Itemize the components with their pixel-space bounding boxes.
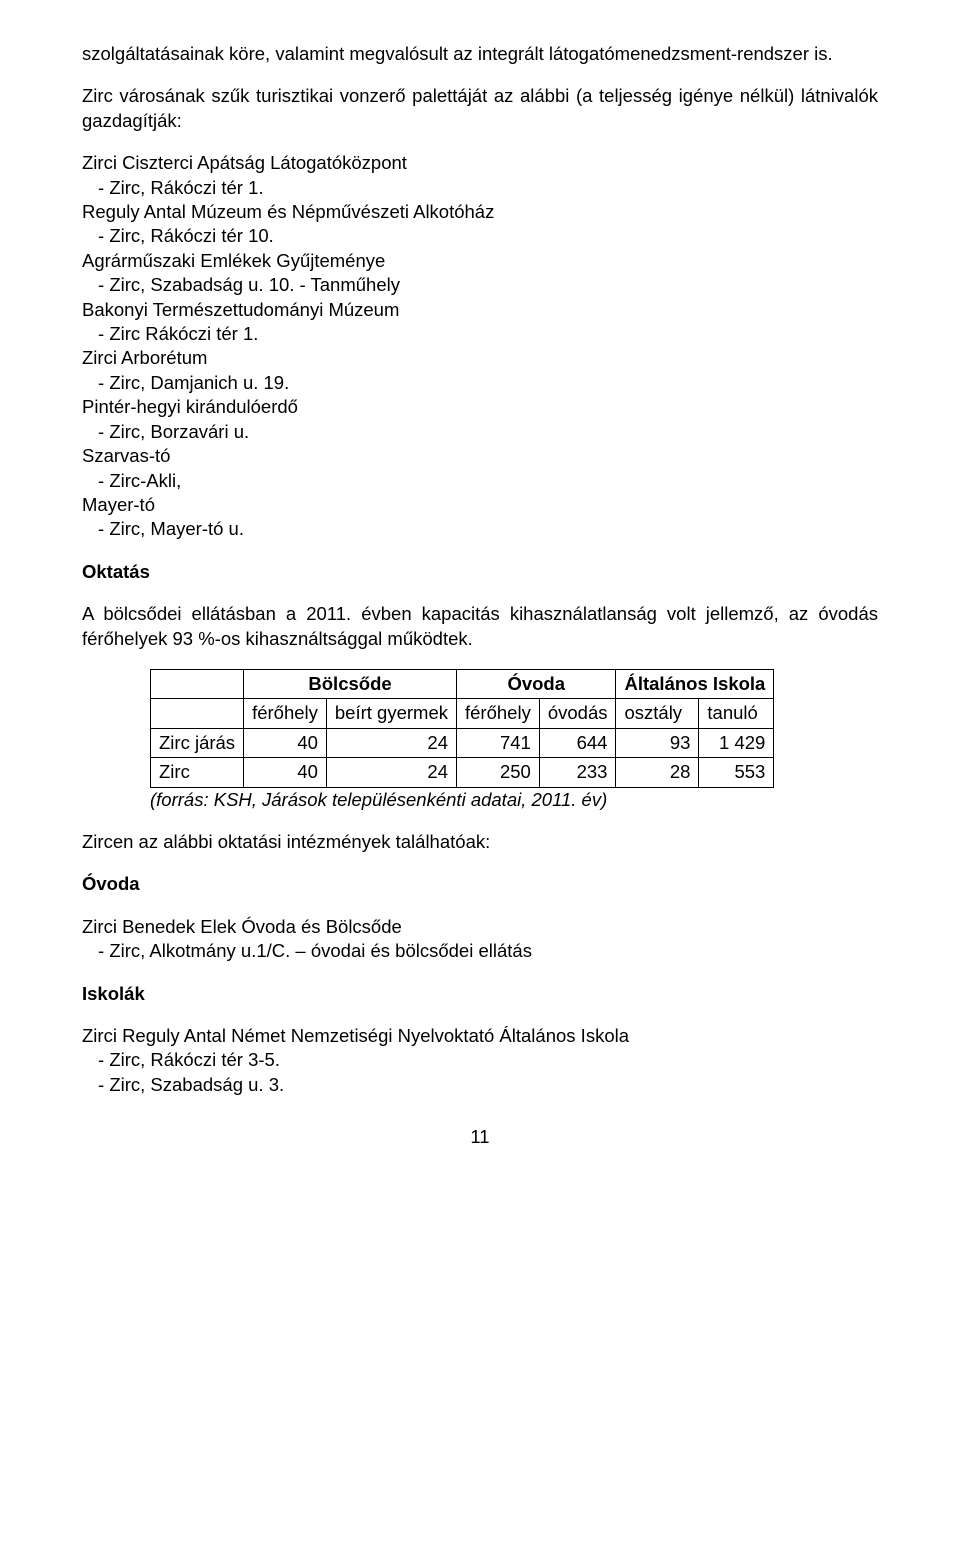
heading-oktatas: Oktatás — [82, 560, 878, 584]
page-number: 11 — [82, 1125, 878, 1149]
heading-iskolak: Iskolák — [82, 982, 878, 1006]
th2-ferohely2: férőhely — [457, 699, 540, 728]
th2-osztaly: osztály — [616, 699, 699, 728]
heading-ovoda: Óvoda — [82, 872, 878, 896]
table-row: Zirc járás 40 24 741 644 93 1 429 — [151, 728, 774, 757]
row-cell: 28 — [616, 758, 699, 787]
oktatas-paragraph: A bölcsődei ellátásban a 2011. évben kap… — [82, 602, 878, 651]
iskola-address-1: Zirc, Rákóczi tér 3-5. — [82, 1048, 878, 1072]
th-blank — [151, 669, 244, 698]
th-ovoda: Óvoda — [457, 669, 616, 698]
row-cell: 741 — [457, 728, 540, 757]
attractions-list: Zirci Ciszterci Apátság LátogatóközpontZ… — [82, 151, 878, 542]
th2-ovodas: óvodás — [539, 699, 616, 728]
row-cell: 24 — [326, 758, 456, 787]
ovoda-address: Zirc, Alkotmány u.1/C. – óvodai és bölcs… — [82, 939, 878, 963]
table-source: (forrás: KSH, Járások településenkénti a… — [150, 788, 878, 812]
th-bolcsode: Bölcsőde — [244, 669, 457, 698]
th2-blank — [151, 699, 244, 728]
th2-ferohely1: férőhely — [244, 699, 327, 728]
iskola-title: Zirci Reguly Antal Német Nemzetiségi Nye… — [82, 1024, 878, 1048]
attraction-title: Bakonyi Természettudományi Múzeum — [82, 298, 878, 322]
row-cell: 40 — [244, 758, 327, 787]
ovoda-block: Zirci Benedek Elek Óvoda és Bölcsőde Zir… — [82, 915, 878, 964]
row-cell: 233 — [539, 758, 616, 787]
attraction-address: Zirc-Akli, — [82, 469, 878, 493]
attraction-title: Mayer-tó — [82, 493, 878, 517]
attraction-address: Zirc Rákóczi tér 1. — [82, 322, 878, 346]
attraction-address: Zirc, Rákóczi tér 10. — [82, 224, 878, 248]
attraction-title: Szarvas-tó — [82, 444, 878, 468]
iskola-address-2: Zirc, Szabadság u. 3. — [82, 1073, 878, 1097]
attraction-title: Reguly Antal Múzeum és Népművészeti Alko… — [82, 200, 878, 224]
row-cell: 40 — [244, 728, 327, 757]
attraction-title: Zirci Arborétum — [82, 346, 878, 370]
attraction-address: Zirc, Borzavári u. — [82, 420, 878, 444]
attraction-address: Zirc, Rákóczi tér 1. — [82, 176, 878, 200]
attraction-address: Zirc, Mayer-tó u. — [82, 517, 878, 541]
row-cell: 1 429 — [699, 728, 774, 757]
th2-beirt: beírt gyermek — [326, 699, 456, 728]
iskolak-block: Zirci Reguly Antal Német Nemzetiségi Nye… — [82, 1024, 878, 1097]
education-table: Bölcsőde Óvoda Általános Iskola férőhely… — [150, 669, 774, 788]
row-cell: 553 — [699, 758, 774, 787]
attraction-title: Pintér-hegyi kirándulóerdő — [82, 395, 878, 419]
ovoda-title: Zirci Benedek Elek Óvoda és Bölcsőde — [82, 915, 878, 939]
attraction-title: Agrárműszaki Emlékek Gyűjteménye — [82, 249, 878, 273]
intro-paragraph-1: szolgáltatásainak köre, valamint megvaló… — [82, 42, 878, 66]
row-cell: 250 — [457, 758, 540, 787]
attraction-address: Zirc, Damjanich u. 19. — [82, 371, 878, 395]
row-cell: 93 — [616, 728, 699, 757]
table-row: Zirc 40 24 250 233 28 553 — [151, 758, 774, 787]
attraction-title: Zirci Ciszterci Apátság Látogatóközpont — [82, 151, 878, 175]
intro-paragraph-2: Zirc városának szűk turisztikai vonzerő … — [82, 84, 878, 133]
row-label: Zirc — [151, 758, 244, 787]
th2-tanulo: tanuló — [699, 699, 774, 728]
th-altiskola: Általános Iskola — [616, 669, 774, 698]
row-cell: 644 — [539, 728, 616, 757]
row-label: Zirc járás — [151, 728, 244, 757]
row-cell: 24 — [326, 728, 456, 757]
zircen-paragraph: Zircen az alábbi oktatási intézmények ta… — [82, 830, 878, 854]
attraction-address: Zirc, Szabadság u. 10. - Tanműhely — [82, 273, 878, 297]
